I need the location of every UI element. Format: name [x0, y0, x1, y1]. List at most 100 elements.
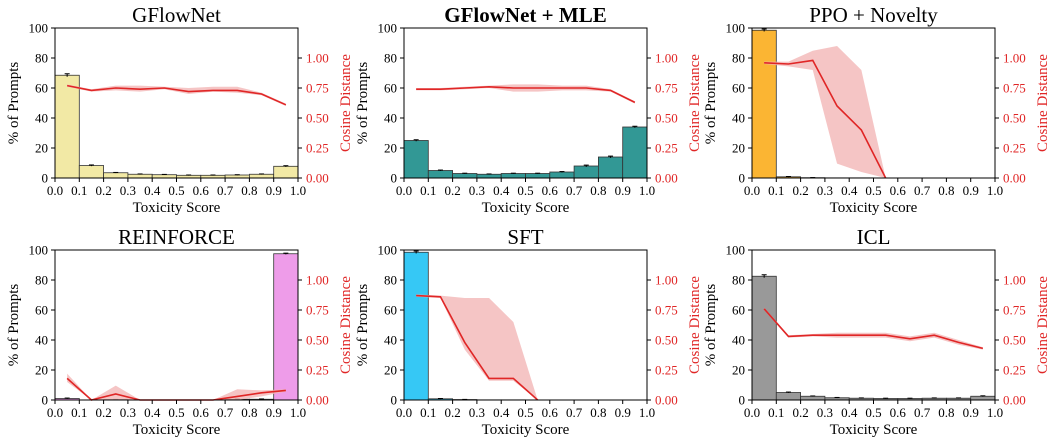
bar-0.2-0.3	[800, 395, 826, 401]
axes-frame	[54, 249, 299, 401]
cosine-distance-band	[764, 46, 886, 178]
x-tick-label: 0.8	[241, 183, 257, 198]
bar-0.0-0.1	[403, 140, 429, 179]
x-tick-label: 1.0	[639, 405, 655, 420]
x-tick-label: 1.0	[290, 183, 306, 198]
y2-tick-label: 0.50	[655, 333, 678, 348]
y-tick-label: 0	[391, 171, 398, 186]
y-tick-label: 20	[384, 141, 397, 156]
x-tick-label: 0.0	[47, 405, 63, 420]
subplot-1: 0.0 0.1 0.2 0.3 0.4 0.5 0.6 0.7 0.8 0.9 1.00204060…	[6, 3, 354, 216]
x-tick-label: 0.4	[493, 183, 510, 198]
x-axis-label: Toxicity Score	[830, 200, 918, 216]
x-tick-label: 0.5	[168, 405, 184, 420]
y-tick-label: 80	[35, 51, 48, 66]
subplot-title: GFlowNet + MLE	[444, 3, 606, 27]
y-tick-label: 100	[726, 21, 746, 36]
cosine-distance-band	[416, 84, 635, 104]
y2-tick-label: 0.50	[655, 111, 678, 126]
y-tick-label: 80	[732, 51, 745, 66]
y2-tick-label: 0.75	[655, 81, 678, 96]
cosine-distance-line	[66, 84, 287, 106]
x-tick-label: 0.1	[768, 183, 784, 198]
bar-0.0-0.1	[751, 275, 777, 401]
y2-tick-label: 0.00	[655, 171, 678, 186]
cosine-distance-band	[416, 294, 538, 400]
x-tick-label: 0.3	[120, 405, 136, 420]
y-tick-label: 40	[732, 111, 745, 126]
x-tick-label: 0.3	[817, 405, 833, 420]
y2-tick-label: 0.25	[1003, 141, 1026, 156]
x-tick-label: 0.8	[590, 183, 606, 198]
x-tick-label: 0.7	[217, 183, 234, 198]
cosine-distance-band	[67, 84, 286, 106]
subplot-5: 0.0 0.1 0.2 0.3 0.4 0.5 0.6 0.7 0.8 0.9 1.00204060…	[355, 225, 703, 438]
x-tick-label: 0.3	[120, 183, 136, 198]
y-axis-label: % of Prompts	[703, 62, 719, 145]
y2-axis-label: Cosine Distance	[1035, 276, 1050, 374]
cosine-distance-line	[416, 294, 539, 401]
subplot-title: REINFORCE	[118, 225, 235, 249]
cosine-distance-band	[764, 307, 983, 350]
y2-tick-label: 0.50	[1003, 111, 1026, 126]
x-tick-label: 0.2	[444, 405, 460, 420]
bar-0.7-0.8	[573, 165, 599, 179]
x-tick-label: 0.4	[493, 405, 510, 420]
bar-0.1-0.2	[78, 165, 105, 179]
y2-axis-label: Cosine Distance	[338, 54, 354, 152]
x-tick-label: 0.3	[469, 183, 485, 198]
bar-0.3-0.4	[476, 173, 502, 179]
y-tick-label: 40	[732, 333, 745, 348]
y2-tick-label: 0.25	[306, 363, 329, 378]
y-tick-label: 100	[726, 243, 746, 258]
cosine-distance-band	[67, 373, 286, 400]
y2-tick-label: 0.00	[1003, 171, 1026, 186]
y-tick-label: 100	[29, 243, 49, 258]
y-tick-label: 60	[732, 303, 745, 318]
x-tick-label: 0.2	[95, 405, 111, 420]
y2-tick-label: 0.50	[306, 333, 329, 348]
x-axis-label: Toxicity Score	[482, 200, 570, 216]
x-tick-label: 0.0	[396, 405, 412, 420]
x-tick-label: 0.9	[615, 405, 631, 420]
bar-0.4-0.5	[500, 173, 526, 179]
y-tick-label: 100	[378, 21, 398, 36]
y-axis-label: % of Prompts	[703, 284, 719, 367]
y-tick-label: 40	[384, 111, 397, 126]
bar-0.0-0.1	[751, 29, 777, 179]
x-tick-label: 0.0	[47, 183, 63, 198]
y2-tick-label: 0.50	[306, 111, 329, 126]
x-tick-label: 0.1	[420, 183, 436, 198]
x-tick-label: 0.8	[590, 405, 606, 420]
y-axis-label: % of Prompts	[355, 284, 371, 367]
y-tick-label: 20	[384, 363, 397, 378]
x-tick-label: 1.0	[639, 183, 655, 198]
y-tick-label: 80	[732, 273, 745, 288]
bar-0.6-0.7	[549, 171, 575, 179]
x-tick-label: 0.9	[266, 183, 282, 198]
y-tick-label: 60	[384, 303, 397, 318]
x-tick-label: 0.2	[792, 183, 808, 198]
subplot-title: GFlowNet	[132, 3, 221, 27]
x-tick-label: 0.5	[865, 405, 881, 420]
x-tick-label: 0.0	[744, 405, 760, 420]
x-tick-label: 0.3	[469, 405, 485, 420]
x-tick-label: 0.3	[817, 183, 833, 198]
y-tick-label: 20	[732, 363, 745, 378]
y-tick-label: 60	[384, 81, 397, 96]
y-tick-label: 80	[384, 273, 397, 288]
x-tick-label: 0.4	[144, 183, 161, 198]
cosine-distance-line	[764, 59, 887, 179]
subplot-2: 0.0 0.1 0.2 0.3 0.4 0.5 0.6 0.7 0.8 0.9 1.00204060…	[355, 3, 703, 216]
x-tick-label: 0.9	[963, 183, 979, 198]
bar-0.5-0.6	[525, 173, 551, 179]
y-axis-label: % of Prompts	[6, 62, 22, 145]
x-axis-label: Toxicity Score	[482, 422, 570, 438]
subplot-3: 0.0 0.1 0.2 0.3 0.4 0.5 0.6 0.7 0.8 0.9 1.00204060…	[703, 3, 1050, 216]
y2-tick-label: 0.75	[1003, 81, 1026, 96]
bar-0.9-1.0	[622, 126, 648, 179]
y2-tick-label: 0.00	[306, 171, 329, 186]
y2-tick-label: 0.50	[1003, 333, 1026, 348]
bar-0.9-1.0	[273, 165, 299, 179]
bar-0.1-0.2	[427, 170, 453, 179]
